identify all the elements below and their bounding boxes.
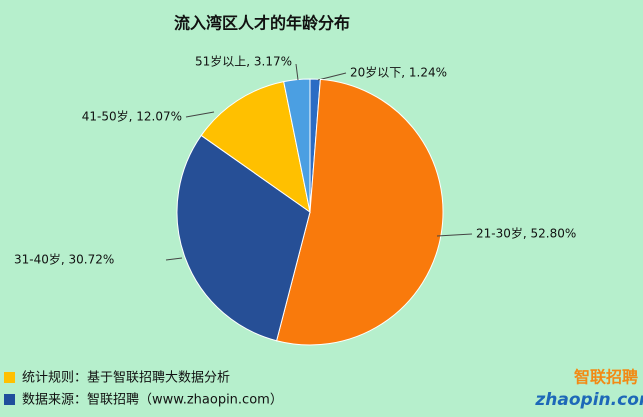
data-label: 21-30岁, 52.80%: [476, 226, 576, 241]
chart-title: 流入湾区人才的年龄分布: [174, 14, 350, 33]
data-label: 31-40岁, 30.72%: [14, 252, 114, 267]
leader-line: [165, 257, 183, 261]
legend-swatch: [4, 394, 15, 405]
leader-line: [185, 111, 215, 118]
pie-slice: [176, 134, 311, 342]
leader-line: [317, 72, 347, 81]
leader-line: [295, 63, 299, 81]
data-label: 41-50岁, 12.07%: [82, 109, 182, 124]
logo-site: zhaopin.com: [534, 390, 643, 410]
data-label: 20岁以下, 1.24%: [350, 65, 447, 80]
footnote: 统计规则：基于智联招聘大数据分析: [22, 371, 230, 386]
pie-slice: [200, 81, 311, 214]
logo-name: 智联招聘: [574, 368, 638, 387]
footnote: 数据来源：智联招聘（www.zhaopin.com）: [22, 393, 283, 408]
pie-slice: [275, 78, 444, 346]
pie-slice: [283, 78, 311, 213]
leader-line: [436, 233, 473, 237]
legend-swatch: [4, 372, 15, 383]
data-label: 51岁以上, 3.17%: [195, 54, 292, 69]
